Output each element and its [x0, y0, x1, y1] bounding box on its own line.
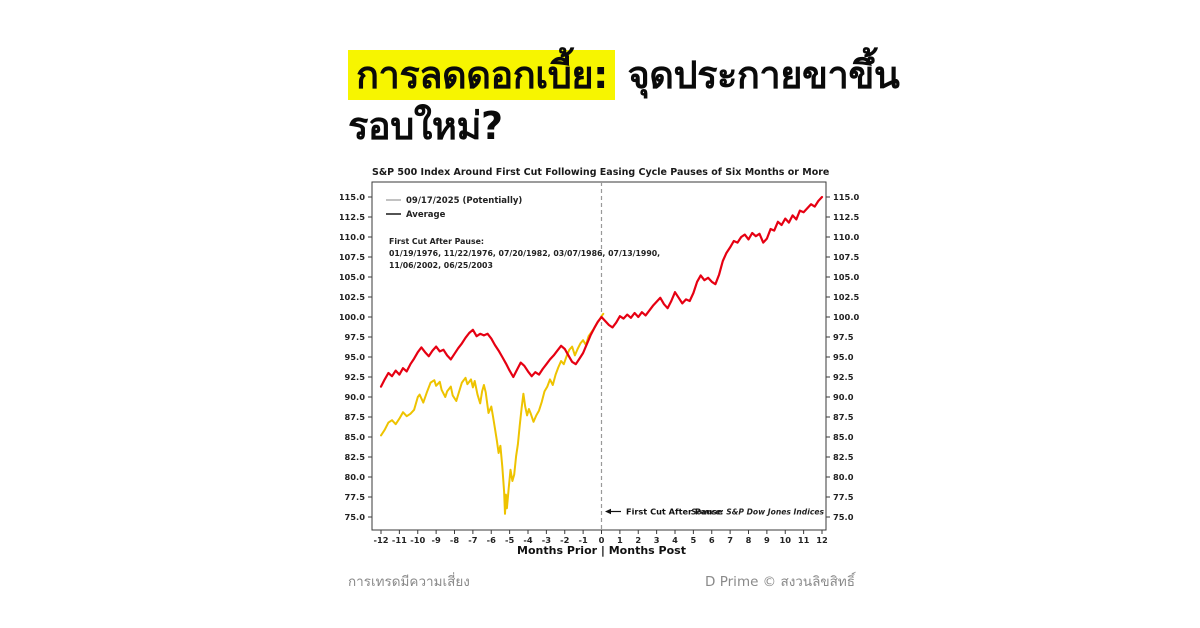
x-tick-label: -5	[505, 535, 514, 545]
annotation-title: First Cut After Pause:	[389, 237, 484, 246]
y-tick-label-left: 75.0	[345, 512, 366, 522]
y-tick-label-right: 105.0	[833, 272, 859, 282]
x-tick-label: -4	[523, 535, 532, 545]
source-credit: Source: S&P Dow Jones Indices	[691, 508, 824, 517]
y-tick-label-right: 112.5	[833, 212, 859, 222]
chart-canvas: S&P 500 Index Around First Cut Following…	[339, 167, 860, 557]
x-tick-label: 1	[617, 535, 623, 545]
y-tick-label-left: 87.5	[345, 412, 366, 422]
x-tick-label: 10	[779, 535, 791, 545]
x-tick-label: 6	[709, 535, 715, 545]
first-cut-dates-annotation: First Cut After Pause: 01/19/1976, 11/22…	[389, 237, 660, 270]
x-tick-label: 7	[727, 535, 733, 545]
y-tick-label-left: 115.0	[340, 192, 365, 202]
y-tick-label-left: 92.5	[345, 372, 366, 382]
y-tick-label-left: 102.5	[340, 292, 365, 302]
y-tick-label-right: 80.0	[833, 472, 854, 482]
x-tick-label: -10	[410, 535, 425, 545]
legend-label-potential: 09/17/2025 (Potentially)	[406, 196, 522, 206]
y-tick-label-left: 105.0	[340, 272, 365, 282]
y-tick-label-right: 90.0	[833, 392, 854, 402]
series-line-potential	[380, 312, 605, 515]
y-tick-label-left: 97.5	[345, 332, 366, 342]
series-layer	[379, 195, 824, 515]
x-tick-label: -6	[487, 535, 496, 545]
y-tick-label-left: 110.0	[340, 232, 365, 242]
x-tick-label: 12	[816, 535, 828, 545]
plot-frame	[371, 181, 827, 531]
axis-ticks-layer: 75.0 75.0 77.5 77.5 80.0 80.0 82.5 82.5 85.0 85.0…	[339, 192, 860, 545]
sp500-chart: S&P 500 Index Around First Cut Following…	[339, 160, 860, 560]
series-line-average	[379, 195, 824, 388]
x-tick-label: -12	[374, 535, 389, 545]
y-tick-label-left: 82.5	[345, 452, 366, 462]
y-tick-label-left: 90.0	[345, 392, 366, 402]
x-tick-label: 4	[672, 535, 678, 545]
y-tick-label-right: 95.0	[833, 352, 854, 362]
event-callout: First Cut After Pause	[605, 507, 723, 517]
x-tick-label: 3	[654, 535, 660, 545]
y-tick-label-right: 85.0	[833, 432, 854, 442]
brand-copyright: D Prime © สงวนลิขสิทธิ์	[705, 574, 855, 590]
x-tick-label: 11	[798, 535, 810, 545]
x-tick-label: 9	[764, 535, 770, 545]
x-tick-label: -7	[468, 535, 477, 545]
x-tick-label: 5	[690, 535, 696, 545]
x-tick-label: 2	[635, 535, 641, 545]
y-tick-label-left: 112.5	[340, 212, 365, 222]
x-tick-label: -9	[432, 535, 441, 545]
page-title: การลดดอกเบี้ย: จุดประกายขาขึ้น รอบใหม่?	[348, 50, 908, 152]
headline-highlighted-text: การลดดอกเบี้ย:	[348, 50, 615, 100]
y-tick-label-right: 102.5	[833, 292, 859, 302]
headline-rest-text: จุดประกายขาขึ้น	[614, 53, 900, 97]
legend-label-average: Average	[406, 210, 446, 220]
y-tick-label-right: 100.0	[833, 312, 859, 322]
y-tick-label-right: 110.0	[833, 232, 859, 242]
x-tick-label: -2	[560, 535, 569, 545]
x-tick-label: -3	[542, 535, 551, 545]
y-tick-label-right: 87.5	[833, 412, 854, 422]
chart-legend: 09/17/2025 (Potentially) Average	[386, 196, 522, 220]
x-tick-label: -8	[450, 535, 459, 545]
y-tick-label-right: 97.5	[833, 332, 854, 342]
x-tick-label: -1	[579, 535, 588, 545]
y-tick-label-right: 82.5	[833, 452, 854, 462]
y-tick-label-left: 85.0	[345, 432, 366, 442]
risk-disclaimer: การเทรดมีความเสี่ยง	[348, 574, 470, 590]
y-tick-label-right: 92.5	[833, 372, 854, 382]
annotation-dates-line1: 01/19/1976, 11/22/1976, 07/20/1982, 03/0…	[389, 249, 660, 258]
x-axis-label: Months Prior | Months Post	[517, 544, 686, 557]
chart-title: S&P 500 Index Around First Cut Following…	[372, 167, 829, 178]
y-tick-label-right: 115.0	[833, 192, 859, 202]
y-tick-label-right: 77.5	[833, 492, 854, 502]
x-tick-label: 0	[599, 535, 605, 545]
x-tick-label: -11	[392, 535, 407, 545]
y-tick-label-left: 77.5	[345, 492, 366, 502]
y-tick-label-left: 95.0	[345, 352, 366, 362]
y-tick-label-right: 107.5	[833, 252, 859, 262]
annotation-dates-line2: 11/06/2002, 06/25/2003	[389, 261, 493, 270]
event-label: First Cut After Pause	[626, 507, 723, 517]
left-arrow-icon	[605, 508, 621, 515]
y-tick-label-left: 100.0	[340, 312, 365, 322]
y-tick-label-left: 80.0	[345, 472, 366, 482]
y-tick-label-left: 107.5	[340, 252, 365, 262]
y-tick-label-right: 75.0	[833, 512, 854, 522]
x-tick-label: 8	[746, 535, 752, 545]
headline-line2: รอบใหม่?	[348, 103, 503, 148]
